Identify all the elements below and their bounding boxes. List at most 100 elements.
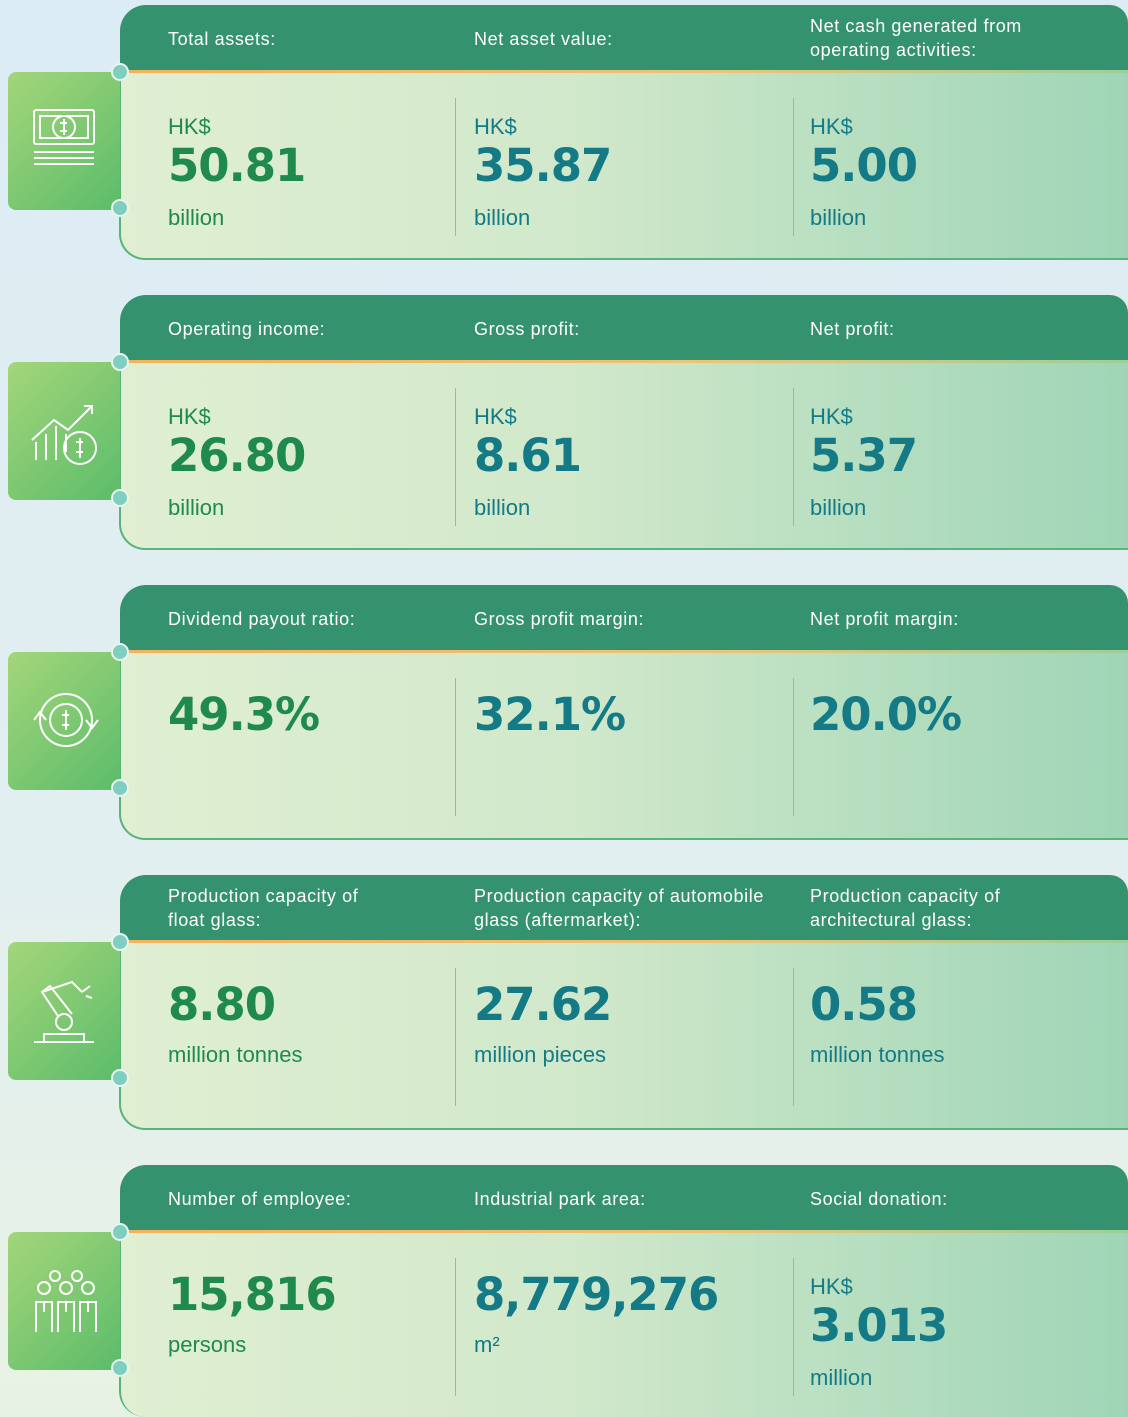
card-header [120, 295, 1128, 360]
dot [111, 933, 129, 951]
prefix: HK$ [810, 404, 853, 429]
unit: billion [168, 205, 225, 230]
icon-tile [8, 652, 120, 790]
header-rule [120, 940, 1128, 943]
unit: billion [810, 205, 867, 230]
unit: persons [168, 1332, 247, 1357]
stat-card: Dividend payout ratio: 49.3% Gross profit … [0, 585, 1128, 845]
card-body [119, 942, 1128, 1130]
dot [111, 1223, 129, 1241]
icon-tile [8, 1232, 120, 1370]
card-header [120, 875, 1128, 940]
unit: million tonnes [168, 1042, 303, 1067]
unit: billion [474, 495, 531, 520]
metric-value: 0.58 [810, 978, 918, 1031]
icon [33, 693, 99, 747]
dot [111, 489, 129, 507]
header-rule [120, 1230, 1128, 1233]
metric-value: 8,779,276 [474, 1268, 719, 1321]
metric-label: Net cash generated from operating activi… [810, 16, 1022, 60]
metric-label: Net profit: [810, 319, 895, 339]
prefix: HK$ [474, 404, 517, 429]
header-rule [120, 650, 1128, 653]
unit: billion [168, 495, 225, 520]
prefix: HK$ [810, 114, 853, 139]
icon [35, 1270, 97, 1332]
icon [33, 109, 95, 165]
metric-label: Total assets: [168, 29, 276, 49]
dot [111, 353, 129, 371]
metric-value: 5.00 [810, 139, 918, 192]
dot [111, 199, 129, 217]
metric-value: 8.80 [168, 978, 276, 1031]
icon [31, 405, 97, 465]
metric-value: 35.87 [474, 139, 612, 192]
card-body [119, 72, 1128, 260]
metric-label: Production capacity of float glass: [168, 886, 359, 930]
metric-value: 26.80 [168, 429, 306, 482]
icon-tile [8, 72, 120, 210]
stat-card: Total assets: HK$ 50.81 billion Net asset va… [0, 5, 1128, 265]
card-body [119, 362, 1128, 550]
icon-tile [8, 942, 120, 1080]
header-rule [120, 360, 1128, 363]
stat-card: Number of employee: 15,816 persons Industri… [0, 1165, 1128, 1417]
separator [455, 968, 456, 1106]
stat-card: Operating income: HK$ 26.80 billion Gross pr… [0, 295, 1128, 555]
metric-value: 20.0% [810, 688, 962, 741]
metric-label: Gross profit: [474, 319, 580, 339]
metric-value: 15,816 [168, 1268, 337, 1321]
separator [793, 968, 794, 1106]
separator [455, 1258, 456, 1396]
separator [793, 388, 794, 526]
metric-label: Industrial park area: [474, 1189, 646, 1209]
prefix: HK$ [474, 114, 517, 139]
unit: million [810, 1365, 873, 1390]
unit: million tonnes [810, 1042, 945, 1067]
dot [111, 779, 129, 797]
stat-card: Production capacity of float glass: 8.80 m… [0, 875, 1128, 1135]
card-body [119, 652, 1128, 840]
prefix: HK$ [168, 114, 211, 139]
unit: billion [810, 495, 867, 520]
dot [111, 63, 129, 81]
metric-value: 5.37 [810, 429, 918, 482]
metric-label: Operating income: [168, 319, 326, 339]
metric-value: 49.3% [168, 688, 320, 741]
card-header [120, 5, 1128, 70]
metric-value: 3.013 [810, 1299, 948, 1352]
dot [111, 643, 129, 661]
separator [793, 98, 794, 236]
separator [455, 388, 456, 526]
header-rule [120, 70, 1128, 73]
metric-label: Social donation: [810, 1189, 948, 1209]
metric-label: Production capacity of automobile glass … [474, 886, 764, 930]
metric-label: Net asset value: [474, 29, 613, 49]
card-header [120, 585, 1128, 650]
separator [793, 678, 794, 816]
icon-tile [8, 362, 120, 500]
metric-value: 32.1% [474, 688, 626, 741]
metric-label: Dividend payout ratio: [168, 609, 356, 629]
card-body [119, 1232, 1128, 1417]
prefix: HK$ [168, 404, 211, 429]
icon [34, 980, 94, 1043]
metric-value: 50.81 [168, 139, 306, 192]
dot [111, 1069, 129, 1087]
metric-label: Gross profit margin: [474, 609, 645, 629]
card-header [120, 1165, 1128, 1230]
dot [111, 1359, 129, 1377]
unit: million pieces [474, 1042, 607, 1067]
prefix: HK$ [810, 1274, 853, 1299]
separator [455, 678, 456, 816]
metric-label: Number of employee: [168, 1189, 352, 1209]
separator [793, 1258, 794, 1396]
metric-value: 27.62 [474, 978, 612, 1031]
unit: billion [474, 205, 531, 230]
metric-label: Production capacity of architectural gla… [810, 886, 1001, 930]
unit: m² [474, 1332, 500, 1357]
metric-label: Net profit margin: [810, 609, 959, 629]
separator [455, 98, 456, 236]
metric-value: 8.61 [474, 429, 582, 482]
